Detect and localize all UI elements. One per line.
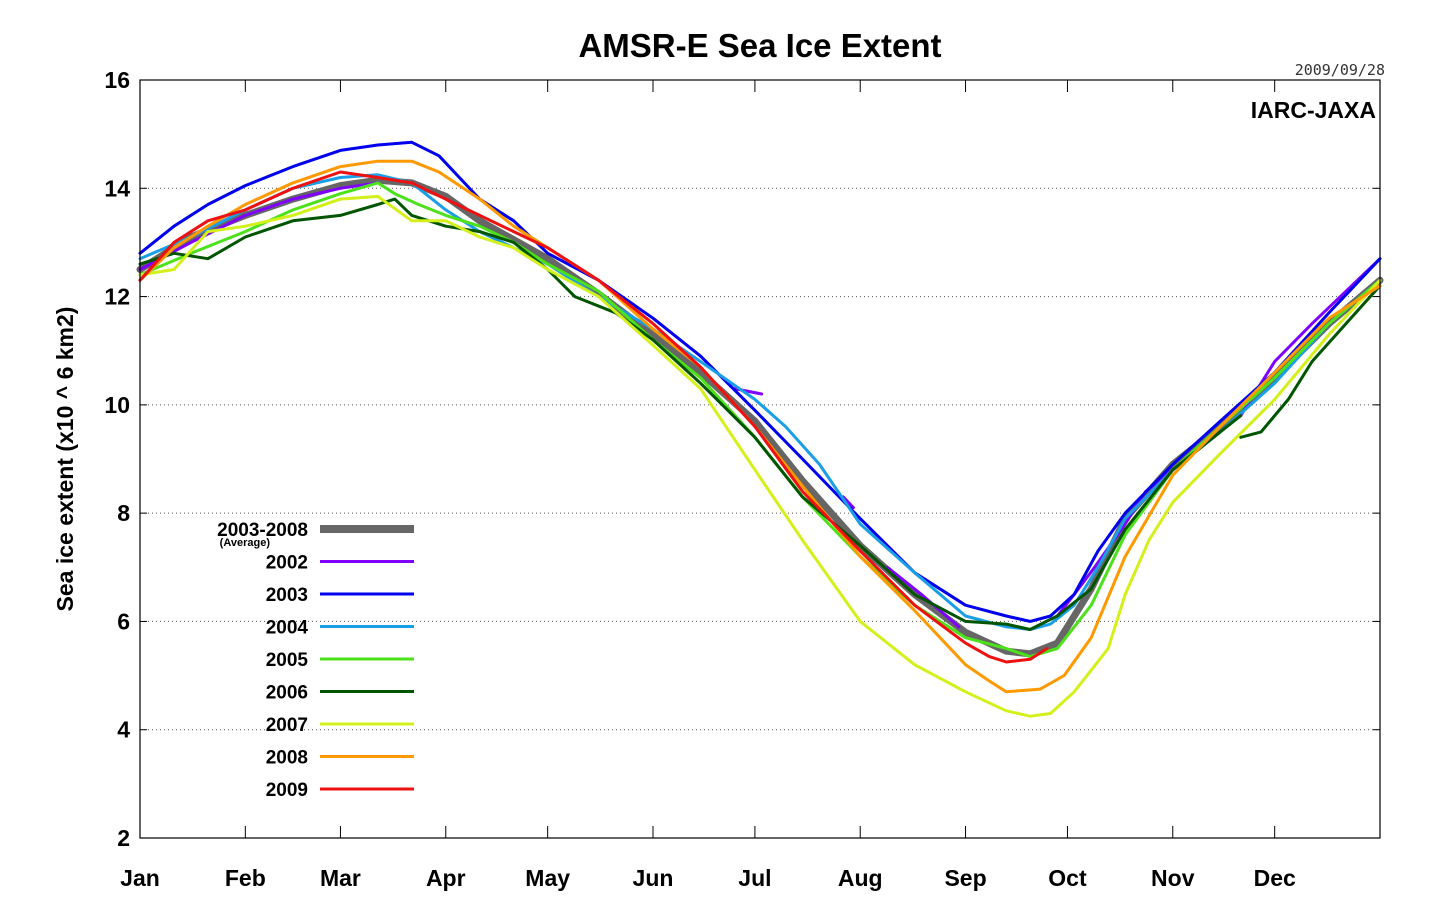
y-tick-label: 2 [117, 825, 130, 851]
x-tick-label: Sep [944, 865, 986, 891]
series-line-2006 [138, 197, 1243, 631]
legend-label-2006: 2006 [266, 683, 308, 704]
series-line-2002 [1239, 257, 1382, 418]
series-line-2003 [138, 140, 1382, 623]
x-tick-label: Feb [225, 865, 266, 891]
y-axis-label: Sea ice extent (x10 ^ 6 km2) [52, 307, 78, 612]
axis-ticks: 2 4 6 8 10 12 14 16 Jan Feb Mar Apr May Jun Jul Aug Sep O… [104, 67, 1380, 891]
series-line-2007 [138, 194, 1382, 718]
series-line-2004 [138, 173, 1382, 631]
x-tick-label: Dec [1254, 865, 1296, 891]
y-tick-label: 16 [104, 67, 130, 93]
series-line-2002 [885, 565, 961, 629]
x-tick-label: Jul [738, 865, 771, 891]
series-line-2009 [138, 170, 1049, 664]
legend: 2003-2008(Average) 2002 2003 2004 2005 2006 20… [217, 520, 414, 801]
legend-label-2005: 2005 [266, 650, 309, 671]
credit-label: IARC-JAXA [1251, 97, 1376, 123]
legend-label-2007: 2007 [266, 715, 308, 736]
legend-label-2008: 2008 [266, 748, 308, 769]
y-tick-label: 8 [117, 500, 130, 526]
series-layer [136, 140, 1384, 718]
x-tick-label: Aug [838, 865, 883, 891]
y-tick-label: 4 [117, 717, 130, 743]
y-tick-label: 6 [117, 608, 130, 634]
series-line-2006 [1239, 284, 1382, 439]
series-line-2005 [138, 181, 1382, 659]
x-tick-label: Mar [320, 865, 361, 891]
x-tick-label: Jun [633, 865, 674, 891]
chart-title: AMSR-E Sea Ice Extent [578, 27, 941, 64]
x-tick-label: Oct [1048, 865, 1087, 891]
legend-sublabel: (Average) [220, 537, 271, 549]
y-tick-label: 12 [104, 284, 130, 310]
legend-label-2004: 2004 [266, 618, 309, 639]
x-tick-label: May [525, 865, 570, 891]
legend-label-2003-2008: 2003-2008 [217, 520, 308, 541]
x-tick-label: Apr [426, 865, 466, 891]
plot-frame [139, 79, 1381, 839]
x-tick-label: Nov [1151, 865, 1195, 891]
y-tick-label: 14 [104, 175, 130, 201]
date-stamp: 2009/09/28 [1295, 61, 1385, 79]
x-tick-label: Jan [120, 865, 160, 891]
y-tick-label: 10 [104, 392, 130, 418]
legend-label-2003: 2003 [266, 585, 308, 606]
legend-label-2009: 2009 [266, 780, 308, 801]
legend-label-2002: 2002 [266, 553, 308, 574]
grid-lines [140, 187, 1380, 731]
series-line-2002 [841, 495, 855, 510]
series-line-2002 [138, 181, 380, 271]
